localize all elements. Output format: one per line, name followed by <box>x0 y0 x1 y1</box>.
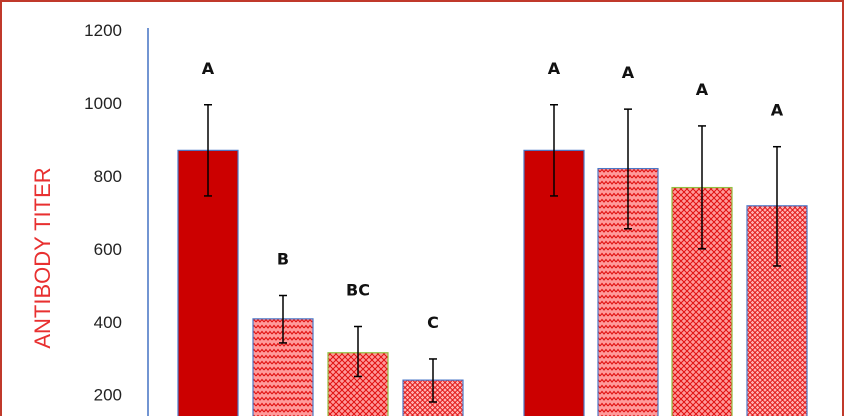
significance-label: BC <box>346 281 370 300</box>
significance-label: A <box>622 63 635 82</box>
y-axis-title: ANTIBODY TITER <box>30 167 55 348</box>
y-tick-label: 1200 <box>84 21 122 40</box>
y-tick-label: 600 <box>94 240 122 259</box>
significance-label: A <box>202 59 215 78</box>
significance-label: A <box>696 80 709 99</box>
bars: A B BC C A A A A <box>177 59 808 416</box>
y-axis: 200 400 600 800 1000 1200 <box>84 21 149 416</box>
significance-label: B <box>277 250 289 269</box>
y-tick-label: 200 <box>94 386 122 405</box>
significance-label: A <box>771 101 784 120</box>
significance-label: A <box>548 59 561 78</box>
y-tick-label: 400 <box>94 313 122 332</box>
y-tick-label: 800 <box>94 167 122 186</box>
significance-label: C <box>427 313 439 332</box>
y-tick-label: 1000 <box>84 94 122 113</box>
